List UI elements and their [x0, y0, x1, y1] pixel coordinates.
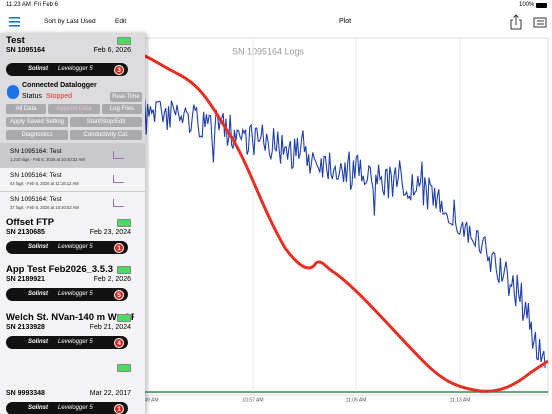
plot-frame [131, 37, 549, 396]
status-battery: 100% [519, 2, 535, 8]
action-button[interactable]: All Data [6, 104, 46, 114]
temperature-series [134, 50, 549, 393]
level-series [134, 82, 546, 369]
sort-button[interactable]: Sort by Last Used [44, 18, 96, 25]
list-button[interactable] [533, 17, 547, 28]
log-graph-icon [113, 199, 124, 207]
logger-badge: 4 [114, 337, 124, 348]
logger-brand: Solinst [28, 66, 49, 72]
log-row[interactable]: SN 1095164: Test 44 logs - Feb 6, 2026 at… [0, 167, 145, 191]
device-card[interactable]: App Test Feb2026_3.5.3 SN 2189921 Feb 2, 2… [0, 262, 145, 311]
logger-brand: Solinst [28, 339, 49, 345]
status-date: Fri Feb 6 [34, 2, 59, 8]
menu-button[interactable] [8, 16, 22, 28]
status-time: 11:23 AM [6, 2, 31, 8]
device-serial: SN 2130685 [6, 229, 45, 236]
logger-image: Solinst Levelogger 5 1 [6, 402, 128, 414]
sidebar: Test SN 1095164 Feb 6, 2026 Solinst Levelogg… [0, 33, 145, 414]
logger-image: Solinst Levelogger 5 4 [6, 336, 128, 349]
action-button[interactable]: Apply Saved Setting [6, 117, 68, 127]
x-tick-label: 11:13 AM [450, 397, 471, 403]
logger-brand: Solinst [28, 244, 49, 250]
device-date: Feb 21, 2024 [89, 324, 131, 331]
device-card[interactable]: Welch St. NVan-140 m W of P SN 2133928 Feb… [0, 310, 145, 361]
device-card[interactable]: Test SN 1095164 Feb 6, 2026 Solinst Levelogg… [0, 33, 145, 216]
battery-icon [117, 314, 131, 322]
device-date: Feb 6, 2026 [93, 47, 131, 54]
edit-button[interactable]: Edit [115, 18, 127, 25]
status-value: Stopped [46, 93, 73, 100]
log-graph-icon [113, 151, 124, 159]
share-button[interactable] [510, 14, 522, 30]
device-serial: SN 2133928 [6, 324, 45, 331]
log-title: SN 1095164: Test [10, 196, 62, 203]
device-name: App Test Feb2026_3.5.3 [6, 264, 114, 275]
log-row[interactable]: SN 1095164: Test 1,210 logs - Feb 6, 2026… [0, 143, 145, 167]
x-tick-label: 11:05 AM [346, 397, 367, 403]
menu-bar [9, 21, 20, 23]
action-button[interactable]: Append Data [48, 104, 100, 114]
logger-model: Levelogger 5 [58, 244, 93, 250]
log-detail: 44 logs - Feb 6, 2026 at 11:16:12 AM [10, 181, 79, 186]
list-frame [533, 17, 547, 28]
bluetooth-icon [7, 85, 19, 99]
device-date: Feb 2, 2026 [93, 276, 131, 283]
device-date: Feb 23, 2024 [89, 229, 131, 236]
list-lines [537, 20, 544, 25]
action-button[interactable]: Log Files [102, 104, 142, 114]
logger-model: Levelogger 5 [58, 405, 93, 411]
device-name: Offset FTP [6, 217, 55, 228]
device-date: Mar 22, 2017 [89, 390, 131, 397]
device-serial: SN 2189921 [6, 276, 45, 283]
nav-title: Plot [338, 18, 352, 25]
device-serial: SN 1095164 [6, 47, 45, 54]
connected-title: Connected Datalogger [22, 82, 97, 89]
logger-brand: Solinst [28, 291, 49, 297]
logger-brand: Solinst [28, 405, 49, 411]
battery-icon [117, 219, 131, 227]
logger-model: Levelogger 5 [58, 66, 93, 72]
device-card[interactable]: SN 9993348 Mar 22, 2017 Solinst Levelogger … [0, 360, 145, 414]
logger-badge: 1 [114, 403, 124, 414]
plot: SN 1095164 Logs 10:49 AM 10:57 AM 11:05 AM… [131, 37, 549, 403]
log-title: SN 1095164: Test [10, 148, 62, 155]
log-graph-icon [113, 175, 124, 183]
logger-model: Levelogger 5 [58, 291, 93, 297]
log-title: SN 1095164: Test [10, 172, 62, 179]
logger-badge: 3 [114, 64, 124, 75]
action-button[interactable]: Start/Stop/Edit [70, 117, 142, 127]
log-detail: 1,210 logs - Feb 6, 2026 at 10:40:32 AM [10, 157, 85, 162]
status-label: Status [22, 93, 42, 100]
logger-badge: 5 [114, 289, 124, 300]
action-button[interactable]: Diagnostics [6, 130, 68, 140]
menu-bar [9, 25, 20, 27]
nav-actions [510, 14, 547, 30]
battery-icon [117, 37, 131, 45]
battery-icon [536, 3, 547, 8]
device-serial: SN 9993348 [6, 390, 45, 397]
x-tick-label: 10:49 AM [137, 397, 158, 403]
log-row[interactable]: SN 1095164: Test 37 logs - Feb 6, 2026 at… [0, 191, 145, 215]
x-tick-label: 10:57 AM [242, 397, 263, 403]
menu-bar [9, 17, 20, 19]
device-name: Welch St. NVan-140 m W of P [6, 312, 134, 323]
action-button[interactable]: Conductivity Cal. [70, 130, 142, 140]
battery-icon [117, 266, 131, 274]
logger-image: Solinst Levelogger 5 1 [6, 241, 128, 254]
logger-model: Levelogger 5 [58, 339, 93, 345]
realtime-button[interactable]: Real-Time [110, 92, 142, 102]
logger-badge: 1 [114, 242, 124, 253]
plot-title: SN 1095164 Logs [232, 46, 305, 56]
device-card[interactable]: Offset FTP SN 2130685 Feb 23, 2024 Solinst L… [0, 215, 145, 263]
logger-image: Solinst Levelogger 5 3 [6, 63, 128, 76]
device-name: Test [6, 35, 25, 46]
battery-icon [117, 364, 131, 372]
log-detail: 37 logs - Feb 6, 2026 at 10:40:52 AM [10, 205, 79, 210]
logger-image: Solinst Levelogger 5 5 [6, 288, 128, 301]
